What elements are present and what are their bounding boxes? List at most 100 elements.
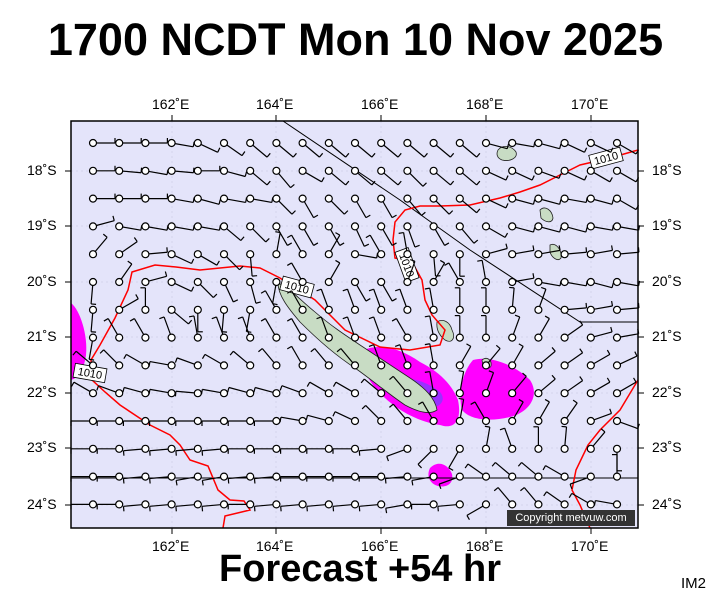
wind-barb xyxy=(560,399,578,426)
wind-barb xyxy=(88,165,116,175)
wind-barb xyxy=(560,222,588,233)
wind-barb xyxy=(403,194,426,216)
wind-barb xyxy=(612,138,640,155)
wind-barb xyxy=(377,222,397,246)
wind-barb xyxy=(368,316,386,342)
wind-barb xyxy=(508,138,536,148)
wind-barb xyxy=(586,377,611,398)
wind-barb xyxy=(508,343,524,370)
wind-barb xyxy=(593,499,622,509)
wind-barb xyxy=(193,250,220,266)
wind-barb xyxy=(115,237,138,259)
y-axis-label: 22˚S xyxy=(27,384,57,400)
wind-barb xyxy=(227,500,255,510)
wind-barb xyxy=(227,386,255,398)
wind-barb xyxy=(324,138,350,158)
wind-barb xyxy=(115,193,142,203)
wind-barb xyxy=(424,287,438,314)
y-axis-label: 20˚S xyxy=(652,273,682,289)
wind-barb xyxy=(612,302,640,314)
wind-barb xyxy=(403,138,428,158)
wind-barb xyxy=(305,414,333,426)
vanuatu-aneityum xyxy=(549,243,562,260)
x-axis-label: 168˚E xyxy=(466,96,504,112)
wind-barb xyxy=(377,194,397,219)
wind-barb xyxy=(258,348,281,370)
wind-barb xyxy=(253,386,281,398)
wind-barb xyxy=(612,277,641,287)
wind-barb xyxy=(403,222,420,248)
wind-barb xyxy=(324,259,341,287)
wind-barb xyxy=(246,166,271,186)
wind-barb xyxy=(219,194,248,204)
wind-barb xyxy=(586,166,613,183)
wind-barb xyxy=(534,347,556,370)
wind-barb xyxy=(141,271,168,287)
wind-barb xyxy=(149,444,176,456)
wind-barb xyxy=(508,194,536,205)
wind-barb xyxy=(298,138,324,158)
wind-barb xyxy=(560,348,584,370)
wind-barb xyxy=(470,401,491,426)
wind-barb xyxy=(115,294,139,314)
wind-barb xyxy=(148,360,176,370)
wind-barb xyxy=(448,444,464,471)
wind-barb xyxy=(481,287,491,314)
y-axis-label: 18˚S xyxy=(27,162,57,178)
wind-barb xyxy=(481,425,491,453)
wind-barb xyxy=(115,138,142,148)
wind-barb xyxy=(260,290,281,314)
wind-barb xyxy=(612,328,640,342)
wind-barb xyxy=(499,427,517,453)
wind-barb xyxy=(306,472,333,482)
x-axis-label: 170˚E xyxy=(571,96,609,112)
wind-barb xyxy=(491,461,517,481)
wind-barb xyxy=(560,166,588,181)
wind-barb xyxy=(389,403,412,426)
wind-barb xyxy=(477,259,491,287)
map-code: IM2 xyxy=(681,575,707,592)
wind-barb xyxy=(246,138,271,158)
y-axis-label: 24˚S xyxy=(652,496,682,512)
wind-barb xyxy=(253,444,281,454)
wind-barb xyxy=(324,222,345,246)
wind-barb xyxy=(350,222,370,247)
wind-barb xyxy=(167,138,195,148)
wind-barb-layer xyxy=(70,138,641,521)
wind-barb xyxy=(219,222,245,242)
wind-barb xyxy=(96,472,124,482)
wind-barb xyxy=(455,166,481,186)
wind-barb xyxy=(316,316,333,342)
wind-barb xyxy=(534,222,562,233)
wind-barb xyxy=(332,381,360,398)
wind-barb xyxy=(122,416,150,426)
wind-barb xyxy=(298,222,319,246)
wind-barb xyxy=(508,245,535,259)
x-axis-label: 166˚E xyxy=(361,538,399,554)
axis-ticks xyxy=(65,115,644,534)
wind-barb xyxy=(455,194,481,214)
wind-barb xyxy=(455,250,465,277)
wind-barb xyxy=(316,288,333,314)
wind-barb xyxy=(229,350,255,370)
y-axis-label: 18˚S xyxy=(652,162,682,178)
wind-barb xyxy=(88,233,108,259)
wind-barb xyxy=(193,305,203,333)
wind-barb xyxy=(149,472,176,484)
wind-barb xyxy=(115,260,133,287)
wind-barb xyxy=(612,416,640,430)
wind-barb xyxy=(398,231,412,259)
x-axis-label: 170˚E xyxy=(571,538,609,554)
wind-barb xyxy=(612,454,622,481)
wind-barb xyxy=(389,375,412,398)
wind-barb xyxy=(455,370,465,398)
wind-barb xyxy=(429,250,441,277)
wind-barb xyxy=(246,277,261,304)
wind-barb xyxy=(193,194,221,205)
wind-barb xyxy=(411,472,438,486)
wind-barb xyxy=(342,316,360,342)
wind-barb xyxy=(272,138,297,158)
wind-barb xyxy=(219,138,246,157)
wind-barb xyxy=(149,416,176,426)
